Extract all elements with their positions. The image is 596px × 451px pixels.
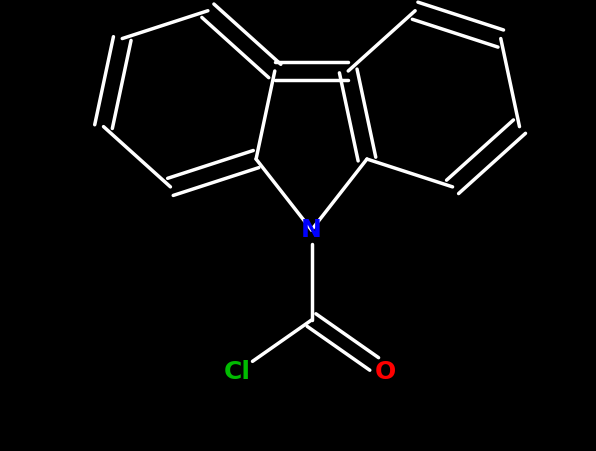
Text: N: N	[301, 218, 322, 242]
Text: O: O	[375, 360, 396, 384]
Text: Cl: Cl	[224, 360, 252, 384]
